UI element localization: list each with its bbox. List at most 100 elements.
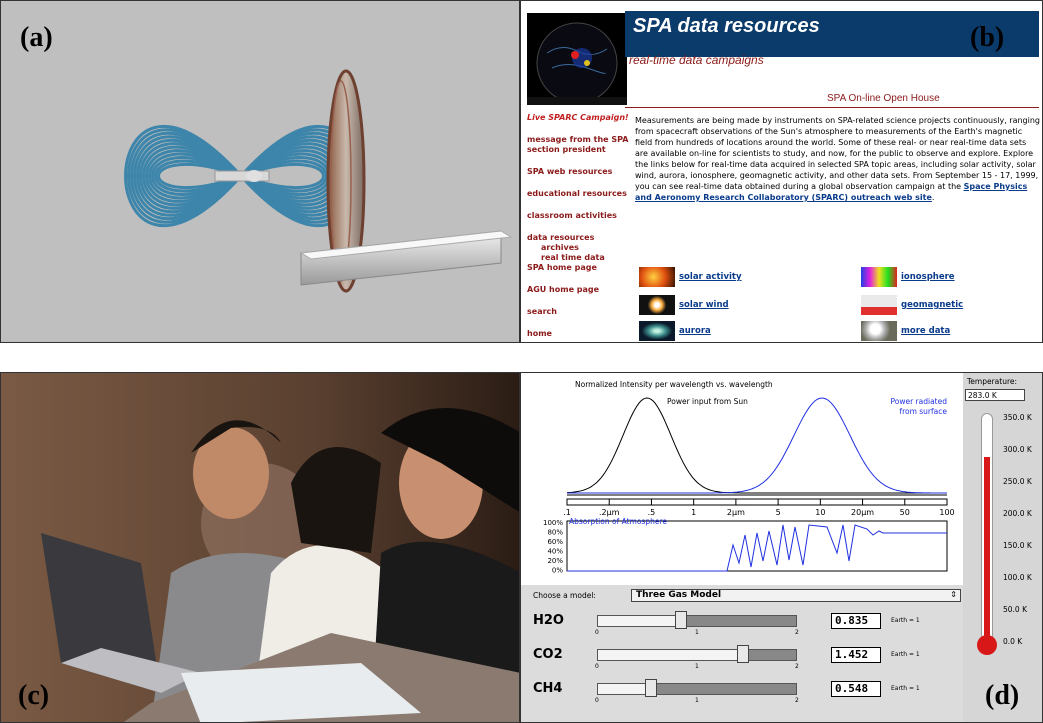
select-arrows-icon: ⇕ [950, 590, 957, 599]
gas-slider[interactable] [597, 611, 797, 629]
slider-num: 0 [595, 663, 599, 670]
x-tick-label: 2μm [727, 508, 745, 517]
temperature-title: Temperature: [967, 377, 1018, 386]
sparc-link[interactable]: Space Physics and Aeronomy Research Coll… [635, 182, 1028, 202]
topic-solar-activity[interactable]: solar activity [639, 267, 742, 287]
field-loop-right [240, 162, 325, 190]
solar-activity-thumb [639, 267, 675, 287]
absorption-tick: 40% [547, 548, 563, 556]
field-loop-left [157, 162, 242, 190]
field-loop-left [124, 124, 243, 228]
slider-thumb[interactable] [645, 679, 658, 697]
sidebar-item[interactable]: SPA home page [527, 263, 597, 272]
slider-num: 1 [695, 663, 699, 670]
field-loop-left [130, 131, 243, 221]
open-house-link[interactable]: SPA On-line Open House [827, 93, 940, 104]
sidebar-item[interactable]: educational resources [527, 189, 627, 198]
graph-title: Normalized Intensity per wavelength vs. … [575, 380, 773, 389]
aurora-thumb [639, 321, 675, 341]
label-d: (d) [985, 680, 1020, 711]
panel-d-simulation: Normalized Intensity per wavelength vs. … [520, 372, 1043, 723]
field-loop-left [133, 135, 243, 217]
x-tick-label: 5 [776, 508, 781, 517]
body-text: Measurements are being made by instrumen… [635, 116, 1041, 191]
sidebar-item[interactable]: data resources [527, 233, 595, 242]
sidebar-item[interactable]: classroom activities [527, 211, 617, 220]
sidebar-item[interactable]: message from the SPA section president [527, 135, 629, 154]
gas-slider[interactable] [597, 645, 797, 663]
topic-solar-wind[interactable]: solar wind [639, 295, 729, 315]
x-tick-label: 50 [900, 508, 910, 517]
field-loop-left [148, 152, 242, 200]
topic-ionosphere[interactable]: ionosphere [861, 267, 955, 287]
slider-thumb[interactable] [675, 611, 688, 629]
slider-fill [651, 684, 796, 694]
gas-slider[interactable] [597, 679, 797, 697]
label-c: (c) [18, 680, 50, 711]
field-loop-left [127, 128, 243, 224]
topic-label: geomagnetic [901, 300, 964, 310]
topic-label: solar activity [679, 272, 742, 282]
topic-geomagnetic[interactable]: geomagnetic [861, 295, 963, 315]
slider-num: 2 [795, 697, 799, 704]
gas-value-field[interactable]: 1.452 [831, 647, 881, 663]
sidebar-item[interactable]: search [527, 307, 557, 316]
panel-b-webpage: SPA data resources real-time data campai… [520, 0, 1043, 343]
body-end: . [931, 193, 935, 202]
sidebar-item[interactable]: AGU home page [527, 285, 600, 294]
field-loop-left [145, 149, 242, 203]
panel-c-photo [0, 372, 520, 723]
gas-label: CO2 [533, 647, 563, 662]
sidebar-item[interactable]: archives [541, 243, 579, 252]
globe-image [527, 13, 627, 105]
absorption-label: Absorption of Atmosphere [569, 517, 667, 526]
page-subtitle: real-time data campaigns [629, 53, 764, 67]
temperature-value: 283.0 K [968, 391, 997, 400]
slider-fill [681, 616, 796, 626]
sidebar-item[interactable]: Live SPARC Campaign! [527, 113, 629, 122]
temperature-readout: 283.0 K [965, 389, 1025, 401]
more-data-thumb [861, 321, 897, 341]
surface-label-2: from surface [899, 407, 947, 416]
topic-aurora[interactable]: aurora [639, 321, 711, 341]
x-tick-label: .2μm [599, 508, 620, 517]
scale-label: 200.0 K [1003, 509, 1032, 518]
students-photo [1, 373, 519, 722]
body-paragraph: Measurements are being made by instrumen… [635, 115, 1041, 203]
model-select[interactable]: Three Gas Model ⇕ [631, 589, 961, 602]
x-tick-label: 20μm [851, 508, 874, 517]
sidebar-item[interactable]: SPA web resources [527, 167, 613, 176]
x-tick-label: 1 [691, 508, 696, 517]
page-title: SPA data resources [633, 15, 820, 37]
earth-reference: Earth = 1 [891, 651, 920, 658]
model-select-value: Three Gas Model [636, 590, 722, 600]
thermometer-panel: Temperature: 283.0 K 350.0 K 300.0 K 250.0… [963, 373, 1042, 722]
spectrum-curves: .1 .2μm .5 1 2μm 5 10 20μm 50 100 100% 80%60% 40%20… [543, 397, 955, 575]
geomagnetic-thumb [861, 295, 897, 315]
scale-label: 350.0 K [1003, 413, 1032, 422]
sidebar-item[interactable]: real time data [541, 253, 605, 262]
slider-num: 0 [595, 697, 599, 704]
topic-label: ionosphere [901, 272, 955, 282]
topic-label: solar wind [679, 300, 729, 310]
earth-reference: Earth = 1 [891, 617, 920, 624]
spectrum-graph: Normalized Intensity per wavelength vs. … [527, 375, 967, 589]
header-divider [625, 107, 1039, 108]
thermometer-tube [981, 413, 993, 641]
scale-label: 0.0 K [1003, 637, 1023, 646]
gas-value-field[interactable]: 0.835 [831, 613, 881, 629]
topic-more-data[interactable]: more data [861, 321, 950, 341]
absorption-tick: 0% [552, 567, 563, 575]
field-loop-right [240, 159, 328, 193]
thermometer-bulb [977, 635, 997, 655]
panel-a-field-lines [0, 0, 520, 343]
x-tick-label: .1 [563, 508, 571, 517]
field-loop-left [136, 138, 243, 214]
x-tick-label: .5 [648, 508, 656, 517]
choose-model-label: Choose a model: [533, 591, 596, 600]
sidebar-item[interactable]: home [527, 329, 552, 338]
gas-value-field[interactable]: 0.548 [831, 681, 881, 697]
slider-thumb[interactable] [736, 645, 749, 663]
ionosphere-thumb [861, 267, 897, 287]
x-tick-label: 10 [815, 508, 825, 517]
